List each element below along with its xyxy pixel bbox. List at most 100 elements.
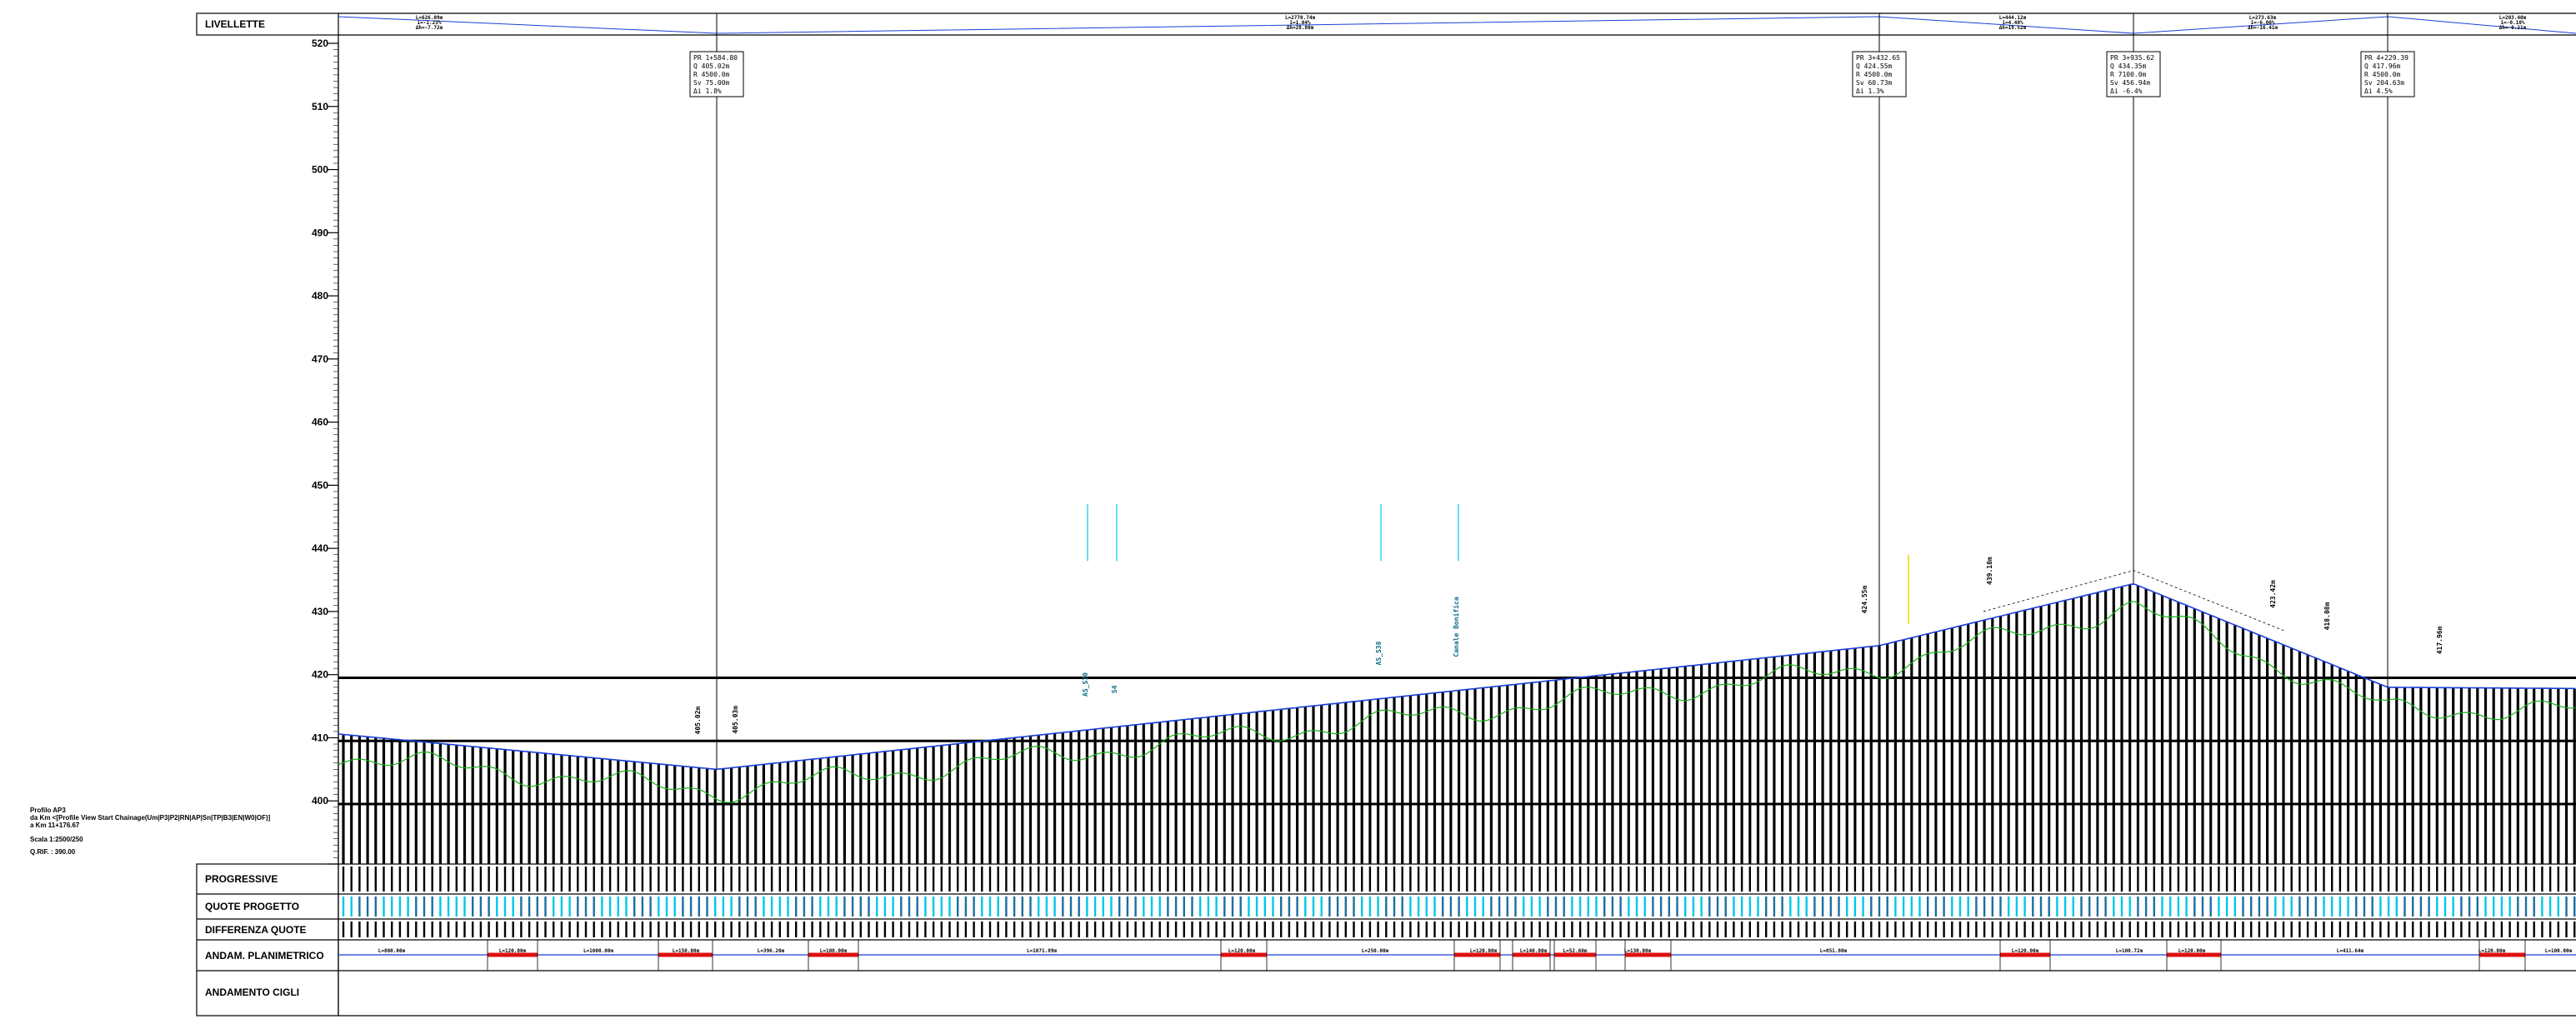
diff-tick: [2533, 922, 2535, 937]
diff-tick: [2468, 922, 2471, 937]
quote-tick: [2177, 897, 2180, 917]
quote-tick: [423, 897, 426, 917]
vertical-point-box: [2360, 51, 2415, 97]
quote-tick: [1093, 897, 1097, 917]
progressive-tick: [1878, 867, 1881, 892]
vertical-point-text: Q 434.35m: [2110, 62, 2147, 70]
progressive-tick: [423, 867, 426, 892]
progressive-tick: [2039, 867, 2043, 892]
diff-tick: [997, 922, 999, 937]
plan-segment-label: L=150.00m: [673, 948, 700, 954]
progressive-tick: [2460, 867, 2463, 892]
diff-tick: [1110, 922, 1113, 937]
diff-tick: [1643, 922, 1646, 937]
progressive-tick: [2266, 867, 2268, 892]
quote-tick: [2323, 897, 2325, 917]
diff-tick: [1498, 922, 1501, 937]
quote-tick: [1191, 897, 1193, 917]
progressive-tick: [350, 867, 353, 892]
progressive-tick: [553, 867, 555, 892]
progressive-tick: [1595, 867, 1598, 892]
progressive-tick: [1910, 867, 1913, 892]
progressive-tick: [2120, 867, 2123, 892]
progressive-tick: [2436, 867, 2438, 892]
progressive-tick: [1628, 867, 1630, 892]
progressive-tick: [1563, 867, 1565, 892]
quote-tick: [1781, 897, 1783, 917]
row-label-differenza-quote: DIFFERENZA QUOTE: [205, 924, 307, 936]
quote-tick: [1862, 897, 1864, 917]
livelletta-label: i=-1.23%: [418, 20, 442, 26]
progressive-tick: [1708, 867, 1711, 892]
quote-tick: [2032, 897, 2034, 917]
quote-tick: [1740, 897, 1743, 917]
diff-tick: [2063, 922, 2067, 937]
diff-tick: [2517, 922, 2519, 937]
progressive-tick: [528, 867, 531, 892]
quote-tick: [479, 897, 483, 917]
diff-tick: [1733, 922, 1735, 937]
quote-tick: [1223, 897, 1226, 917]
quote-tick: [1643, 897, 1646, 917]
quote-tick: [2452, 897, 2454, 917]
progressive-tick: [1239, 867, 1242, 892]
quote-tick: [2242, 897, 2244, 917]
quote-tick: [1991, 897, 1993, 917]
progressive-tick: [1927, 867, 1929, 892]
diff-tick: [1547, 922, 1549, 937]
progressive-tick: [2323, 867, 2325, 892]
diff-tick: [803, 922, 806, 937]
quote-tick: [1417, 897, 1420, 917]
quote-tick: [1401, 897, 1403, 917]
quote-tick: [560, 897, 563, 917]
progressive-tick: [2088, 867, 2091, 892]
quote-tick: [1183, 897, 1185, 917]
vertical-point-text: R 7100.0m: [2110, 71, 2147, 78]
quote-tick: [2120, 897, 2123, 917]
diff-tick: [2443, 922, 2447, 937]
quote-tick: [584, 897, 588, 917]
quote-tick: [843, 897, 846, 917]
progressive-tick: [754, 867, 757, 892]
quote-tick: [1134, 897, 1137, 917]
progressive-tick: [1078, 867, 1080, 892]
diff-tick: [1619, 922, 1622, 937]
diff-tick: [2193, 922, 2196, 937]
quote-tick: [1368, 897, 1372, 917]
quote-tick: [2387, 897, 2390, 917]
progressive-tick: [2282, 867, 2285, 892]
diff-tick: [1442, 922, 1444, 937]
diff-tick: [1684, 922, 1687, 937]
row-label-quote-progetto: QUOTE PROGETTO: [205, 901, 299, 912]
progressive-tick: [1021, 867, 1023, 892]
progressive-tick: [940, 867, 943, 892]
diff-tick: [1918, 922, 1921, 937]
diff-tick: [1571, 922, 1573, 937]
quote-tick: [1126, 897, 1129, 917]
quote-tick: [2363, 897, 2366, 917]
progressive-tick: [1490, 867, 1493, 892]
diff-tick: [2379, 922, 2382, 937]
progressive-tick: [1578, 867, 1582, 892]
quote-tick: [2015, 897, 2018, 917]
vertical-point-text: Q 405.02m: [693, 62, 730, 70]
quote-tick: [1748, 897, 1751, 917]
progressive-tick: [1482, 867, 1484, 892]
diff-tick: [1853, 922, 1857, 937]
quote-tick: [1069, 897, 1073, 917]
livelletta-label: Δh=-0.21m: [2499, 25, 2527, 31]
quote-tick: [2023, 897, 2026, 917]
quote-tick: [1700, 897, 1703, 917]
progressive-tick: [2338, 867, 2342, 892]
progressive-tick: [964, 867, 968, 892]
diff-tick: [584, 922, 588, 937]
quote-tick: [2524, 897, 2528, 917]
quote-tick: [2290, 897, 2293, 917]
progressive-tick: [1684, 867, 1687, 892]
diff-tick: [843, 922, 846, 937]
vertical-point-text: Sv 60.73m: [1856, 79, 1893, 87]
quote-tick: [2395, 897, 2398, 917]
quote-tick: [625, 897, 628, 917]
diff-tick: [2452, 922, 2454, 937]
quote-tick: [1498, 897, 1501, 917]
